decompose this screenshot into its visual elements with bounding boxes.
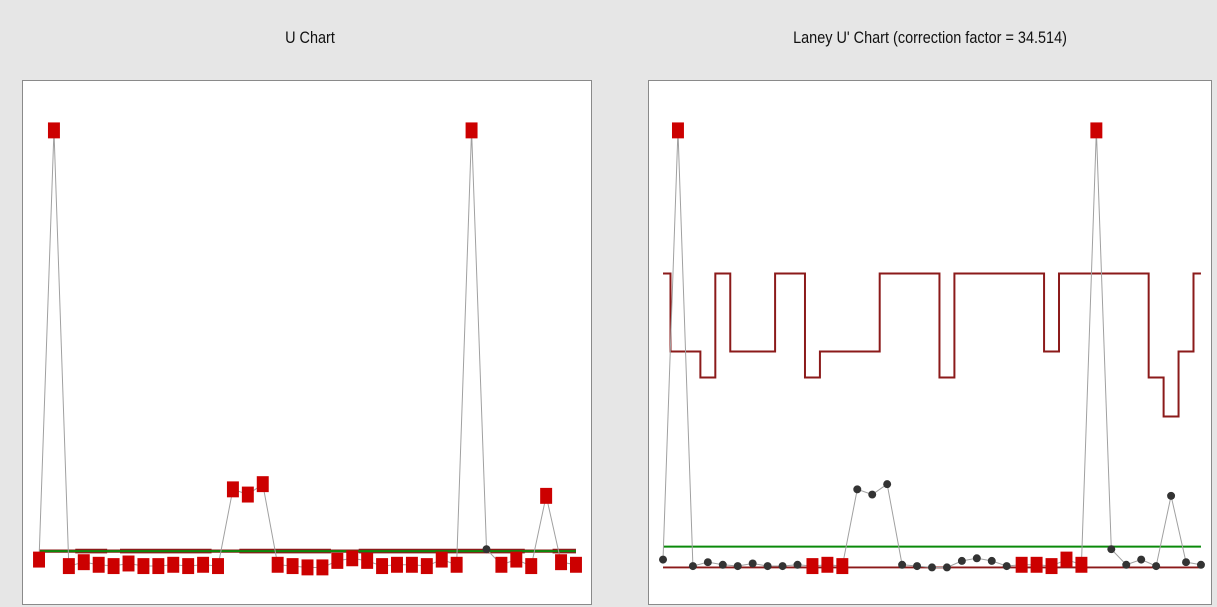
data-point xyxy=(898,560,907,569)
data-point xyxy=(1137,555,1146,564)
data-point xyxy=(688,562,697,571)
data-point xyxy=(942,563,951,572)
data-point xyxy=(465,122,478,139)
data-point xyxy=(212,558,224,575)
data-point xyxy=(806,558,819,575)
data-point xyxy=(1090,122,1103,139)
data-point xyxy=(137,558,150,575)
data-point xyxy=(1075,556,1088,573)
data-point xyxy=(913,562,922,571)
ucl-line xyxy=(663,272,1201,418)
data-point xyxy=(836,558,849,575)
data-point xyxy=(703,558,712,567)
data-point xyxy=(718,560,727,569)
data-point xyxy=(167,556,180,573)
u-chart-plot xyxy=(22,80,592,605)
data-point xyxy=(868,490,877,499)
data-point xyxy=(972,554,981,563)
data-point xyxy=(92,556,105,573)
data-point xyxy=(33,551,46,568)
data-point xyxy=(778,562,787,571)
data-point xyxy=(853,485,862,494)
data-point xyxy=(928,563,936,572)
data-point xyxy=(107,558,120,575)
data-point xyxy=(77,554,90,571)
laney-chart-title: Laney U' Chart (correction factor = 34.5… xyxy=(793,28,1067,47)
data-point xyxy=(763,562,772,571)
data-point xyxy=(957,556,966,565)
data-point xyxy=(1030,556,1043,573)
data-point xyxy=(1002,562,1011,571)
data-point xyxy=(1122,560,1131,569)
data-point xyxy=(152,558,165,575)
data-point xyxy=(510,551,523,568)
data-point xyxy=(482,545,491,554)
data-point xyxy=(569,556,582,573)
data-point xyxy=(987,556,996,565)
data-series-line xyxy=(662,130,1202,568)
data-point xyxy=(271,556,284,573)
data-point xyxy=(883,480,892,489)
data-point xyxy=(495,556,508,573)
data-point xyxy=(346,550,359,567)
data-point xyxy=(525,558,538,575)
data-point xyxy=(733,562,742,571)
laney-chart-plot xyxy=(648,80,1212,605)
data-point xyxy=(256,476,269,493)
data-point xyxy=(1196,560,1205,569)
data-point xyxy=(1060,551,1073,568)
data-point xyxy=(122,555,135,572)
data-point xyxy=(241,486,254,503)
data-point xyxy=(197,556,210,573)
data-point xyxy=(420,558,433,575)
data-point xyxy=(361,552,374,569)
data-point xyxy=(331,552,344,569)
data-point xyxy=(182,558,195,575)
data-point xyxy=(47,122,60,139)
u-chart-title: U Chart xyxy=(285,28,335,47)
data-point xyxy=(316,559,329,576)
data-point xyxy=(450,556,463,573)
data-point xyxy=(1167,491,1176,500)
data-point xyxy=(671,122,684,139)
data-point xyxy=(1152,562,1161,571)
data-point xyxy=(540,487,553,504)
data-point xyxy=(301,559,314,576)
data-point xyxy=(1107,545,1116,554)
data-point xyxy=(435,551,448,568)
data-point xyxy=(391,556,403,573)
data-point xyxy=(555,554,568,571)
data-point xyxy=(62,558,75,575)
data-point xyxy=(286,558,299,575)
data-point xyxy=(748,559,757,568)
data-series-line xyxy=(38,130,577,568)
data-point xyxy=(405,556,418,573)
data-point xyxy=(821,556,834,573)
data-point xyxy=(376,558,389,575)
data-point xyxy=(793,560,802,569)
data-point xyxy=(1182,558,1191,567)
data-point xyxy=(1015,556,1028,573)
data-point xyxy=(659,555,668,564)
data-point xyxy=(1045,558,1058,575)
data-point xyxy=(226,481,239,498)
